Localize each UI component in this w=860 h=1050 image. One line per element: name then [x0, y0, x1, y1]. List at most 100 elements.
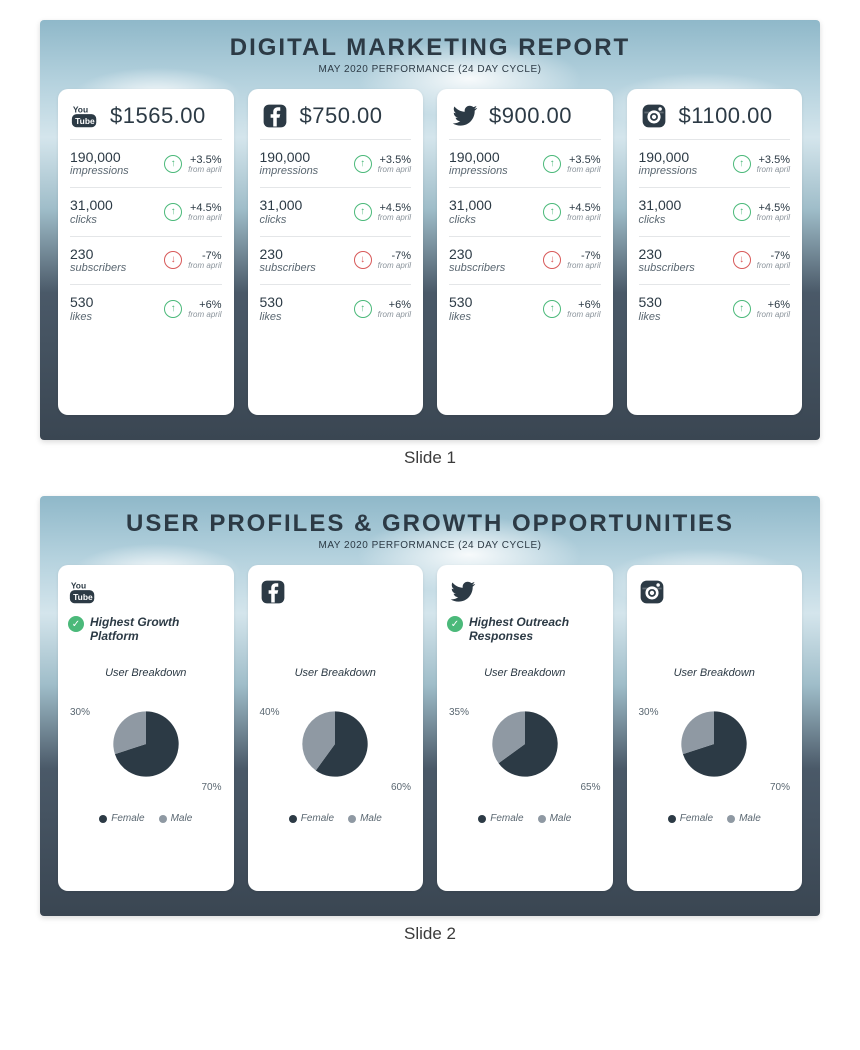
metric-from: from april: [757, 311, 790, 319]
legend-male: Male: [727, 813, 761, 824]
trend-up-icon: ↑: [164, 300, 182, 318]
metric-delta: +3.5%: [188, 154, 221, 166]
metric-label: likes: [70, 311, 93, 323]
pie-female-pct: 60%: [391, 782, 411, 793]
metric-value: 230: [449, 247, 505, 262]
trend-down-icon: ↓: [733, 251, 751, 269]
metric-label: likes: [260, 311, 283, 323]
metric-card-facebook: $750.00 190,000 impressions ↑ +3.5% from…: [248, 89, 424, 415]
instagram-icon: [637, 577, 667, 607]
trend-down-icon: ↓: [354, 251, 372, 269]
trend-up-icon: ↑: [164, 203, 182, 221]
check-icon: ✓: [68, 616, 84, 632]
metric-row-subscribers: 230 subscribers ↓ -7% from april: [70, 236, 222, 284]
metric-delta: +3.5%: [378, 154, 411, 166]
metric-row-impressions: 190,000 impressions ↑ +3.5% from april: [639, 139, 791, 187]
trend-up-icon: ↑: [543, 203, 561, 221]
metric-label: clicks: [639, 214, 682, 226]
trend-up-icon: ↑: [733, 300, 751, 318]
svg-text:Tube: Tube: [75, 116, 95, 126]
metric-row-subscribers: 230 subscribers ↓ -7% from april: [639, 236, 791, 284]
trend-up-icon: ↑: [354, 155, 372, 173]
slide-1: DIGITAL MARKETING REPORT MAY 2020 PERFOR…: [40, 20, 820, 440]
slide2-subtitle: MAY 2020 PERFORMANCE (24 DAY CYCLE): [40, 540, 820, 551]
metric-from: from april: [567, 311, 600, 319]
metric-from: from april: [188, 262, 221, 270]
metric-from: from april: [378, 214, 411, 222]
metric-value: 190,000: [639, 150, 698, 165]
pie-female-pct: 70%: [770, 782, 790, 793]
metric-label: impressions: [260, 165, 319, 177]
youtube-icon: You Tube: [68, 577, 98, 607]
metric-from: from april: [757, 262, 790, 270]
metric-card-instagram: $1100.00 190,000 impressions ↑ +3.5% fro…: [627, 89, 803, 415]
card-amount: $1565.00: [110, 103, 206, 129]
trend-down-icon: ↓: [543, 251, 561, 269]
card-amount: $750.00: [300, 103, 383, 129]
legend-male: Male: [159, 813, 193, 824]
svg-text:You: You: [73, 104, 88, 114]
metric-label: likes: [639, 311, 662, 323]
metric-from: from april: [378, 166, 411, 174]
twitter-icon: [449, 101, 479, 131]
breakdown-title: User Breakdown: [447, 667, 603, 679]
pie-female-pct: 65%: [580, 782, 600, 793]
slide1-caption: Slide 1: [20, 448, 840, 468]
legend-female: Female: [99, 813, 144, 824]
slide2-title: USER PROFILES & GROWTH OPPORTUNITIES: [40, 496, 820, 538]
metric-row-clicks: 31,000 clicks ↑ +4.5% from april: [260, 187, 412, 235]
legend-female: Female: [478, 813, 523, 824]
metric-from: from april: [188, 214, 221, 222]
metric-value: 530: [449, 295, 472, 310]
metric-from: from april: [378, 311, 411, 319]
profile-card-twitter: ✓ Highest Outreach Responses User Breakd…: [437, 565, 613, 891]
trend-up-icon: ↑: [543, 155, 561, 173]
metric-row-clicks: 31,000 clicks ↑ +4.5% from april: [639, 187, 791, 235]
breakdown-title: User Breakdown: [68, 667, 224, 679]
highlight-badge: ✓ Highest Growth Platform: [68, 615, 224, 649]
metric-card-twitter: $900.00 190,000 impressions ↑ +3.5% from…: [437, 89, 613, 415]
profile-card-instagram: User Breakdown 30% 70% Female Male: [627, 565, 803, 891]
pie-legend: Female Male: [447, 813, 603, 824]
svg-text:You: You: [71, 580, 86, 590]
pie-chart: 30% 70%: [68, 689, 224, 799]
pie-chart: 30% 70%: [637, 689, 793, 799]
metric-row-likes: 530 likes ↑ +6% from april: [639, 284, 791, 332]
metric-value: 530: [260, 295, 283, 310]
metric-delta: +3.5%: [757, 154, 790, 166]
trend-up-icon: ↑: [733, 203, 751, 221]
pie-chart: 40% 60%: [258, 689, 414, 799]
metric-value: 190,000: [260, 150, 319, 165]
pie-legend: Female Male: [258, 813, 414, 824]
pie-female-pct: 70%: [201, 782, 221, 793]
svg-text:Tube: Tube: [73, 592, 93, 602]
metric-label: subscribers: [639, 262, 695, 274]
twitter-icon: [447, 577, 477, 607]
metric-label: clicks: [70, 214, 113, 226]
profile-card-facebook: User Breakdown 40% 60% Female Male: [248, 565, 424, 891]
trend-up-icon: ↑: [354, 300, 372, 318]
metric-label: subscribers: [70, 262, 126, 274]
metric-from: from april: [567, 214, 600, 222]
metric-row-clicks: 31,000 clicks ↑ +4.5% from april: [449, 187, 601, 235]
metric-label: impressions: [639, 165, 698, 177]
metric-label: impressions: [449, 165, 508, 177]
facebook-icon: [260, 101, 290, 131]
pie-chart: 35% 65%: [447, 689, 603, 799]
metric-row-likes: 530 likes ↑ +6% from april: [260, 284, 412, 332]
metric-label: subscribers: [260, 262, 316, 274]
card-amount: $900.00: [489, 103, 572, 129]
metric-from: from april: [757, 214, 790, 222]
slide2-caption: Slide 2: [20, 924, 840, 944]
pie-legend: Female Male: [68, 813, 224, 824]
metric-row-likes: 530 likes ↑ +6% from april: [449, 284, 601, 332]
metric-row-subscribers: 230 subscribers ↓ -7% from april: [449, 236, 601, 284]
metric-delta: +3.5%: [567, 154, 600, 166]
pie-legend: Female Male: [637, 813, 793, 824]
metric-value: 530: [70, 295, 93, 310]
metric-value: 31,000: [449, 198, 492, 213]
metric-from: from april: [567, 262, 600, 270]
pie-male-pct: 30%: [639, 707, 659, 718]
metric-label: impressions: [70, 165, 129, 177]
metric-row-subscribers: 230 subscribers ↓ -7% from april: [260, 236, 412, 284]
